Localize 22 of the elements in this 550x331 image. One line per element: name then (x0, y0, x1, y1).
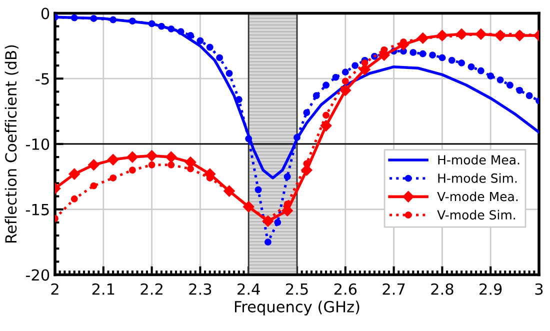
x-axis-title: Frequency (GHz) (234, 300, 360, 316)
y-axis-title: Reflection Coefficient (dB) (4, 45, 18, 242)
x-tick-label: 2 (51, 283, 58, 295)
y-tick-label: 0 (41, 8, 50, 20)
x-tick-label: 2.9 (480, 283, 502, 295)
x-tick-label: 2.5 (286, 283, 308, 295)
legend-label: H-mode Sim. (438, 173, 517, 183)
legend-label: V-mode Mea. (437, 192, 518, 202)
y-tick-label: -15 (26, 204, 49, 216)
x-tick-label: 2.1 (92, 283, 114, 295)
x-tick-label: 2.4 (238, 283, 260, 295)
y-tick-label: -20 (26, 269, 50, 281)
legend-label: H-mode Mea. (438, 154, 520, 165)
x-tick-label: 3 (535, 283, 543, 295)
x-tick-label: 2.3 (189, 283, 212, 295)
y-tick-label: -5 (36, 73, 49, 85)
x-tick-label: 2.8 (431, 283, 454, 295)
x-tick-label: 2.6 (334, 283, 357, 295)
x-tick-label: 2.2 (140, 283, 162, 295)
y-tick-label: -10 (26, 138, 50, 150)
x-tick-label: 2.7 (382, 283, 405, 295)
legend-label: V-mode Sim. (437, 210, 516, 220)
